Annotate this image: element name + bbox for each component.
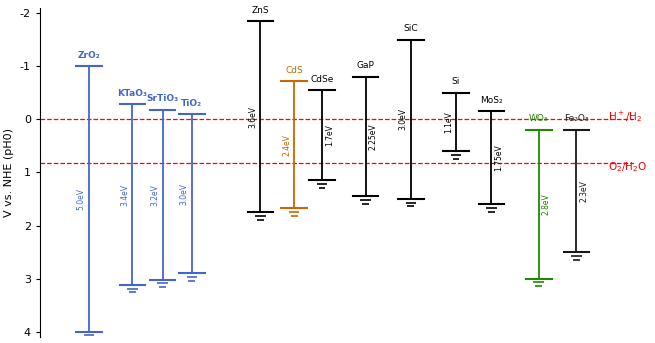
Text: WO₃: WO₃ [529,115,548,123]
Text: 2.4eV: 2.4eV [282,134,291,156]
Y-axis label: V vs. NHE (pH0): V vs. NHE (pH0) [4,128,14,217]
Text: SrTiO₃: SrTiO₃ [147,94,179,103]
Text: SiC: SiC [403,24,418,33]
Text: 3.0eV: 3.0eV [180,182,189,205]
Text: 2.3eV: 2.3eV [580,180,588,202]
Text: 1.75eV: 1.75eV [495,144,503,171]
Text: 2.8eV: 2.8eV [542,193,551,215]
Text: 2.25eV: 2.25eV [369,123,378,150]
Text: 5.0eV: 5.0eV [77,188,86,210]
Text: KTaO₃: KTaO₃ [117,89,147,98]
Text: 3.4eV: 3.4eV [121,184,130,206]
Text: ZrO₂: ZrO₂ [77,51,100,60]
Text: 1.7eV: 1.7eV [325,124,334,146]
Text: CdSe: CdSe [310,75,334,84]
Text: 3.0eV: 3.0eV [399,108,408,130]
Text: CdS: CdS [286,66,303,74]
Text: 3.2eV: 3.2eV [151,184,160,205]
Text: 3.6eV: 3.6eV [248,106,257,128]
Text: ZnS: ZnS [252,5,269,14]
Text: O$_2$/H$_2$O: O$_2$/H$_2$O [608,160,647,174]
Text: Si: Si [452,77,460,86]
Text: 1.1eV: 1.1eV [444,111,453,133]
Text: Fe₂O₃: Fe₂O₃ [564,115,589,123]
Text: MoS₂: MoS₂ [480,96,502,105]
Text: GaP: GaP [357,61,375,70]
Text: TiO₂: TiO₂ [181,98,202,108]
Text: H$^+$/H$_2$: H$^+$/H$_2$ [608,109,642,124]
